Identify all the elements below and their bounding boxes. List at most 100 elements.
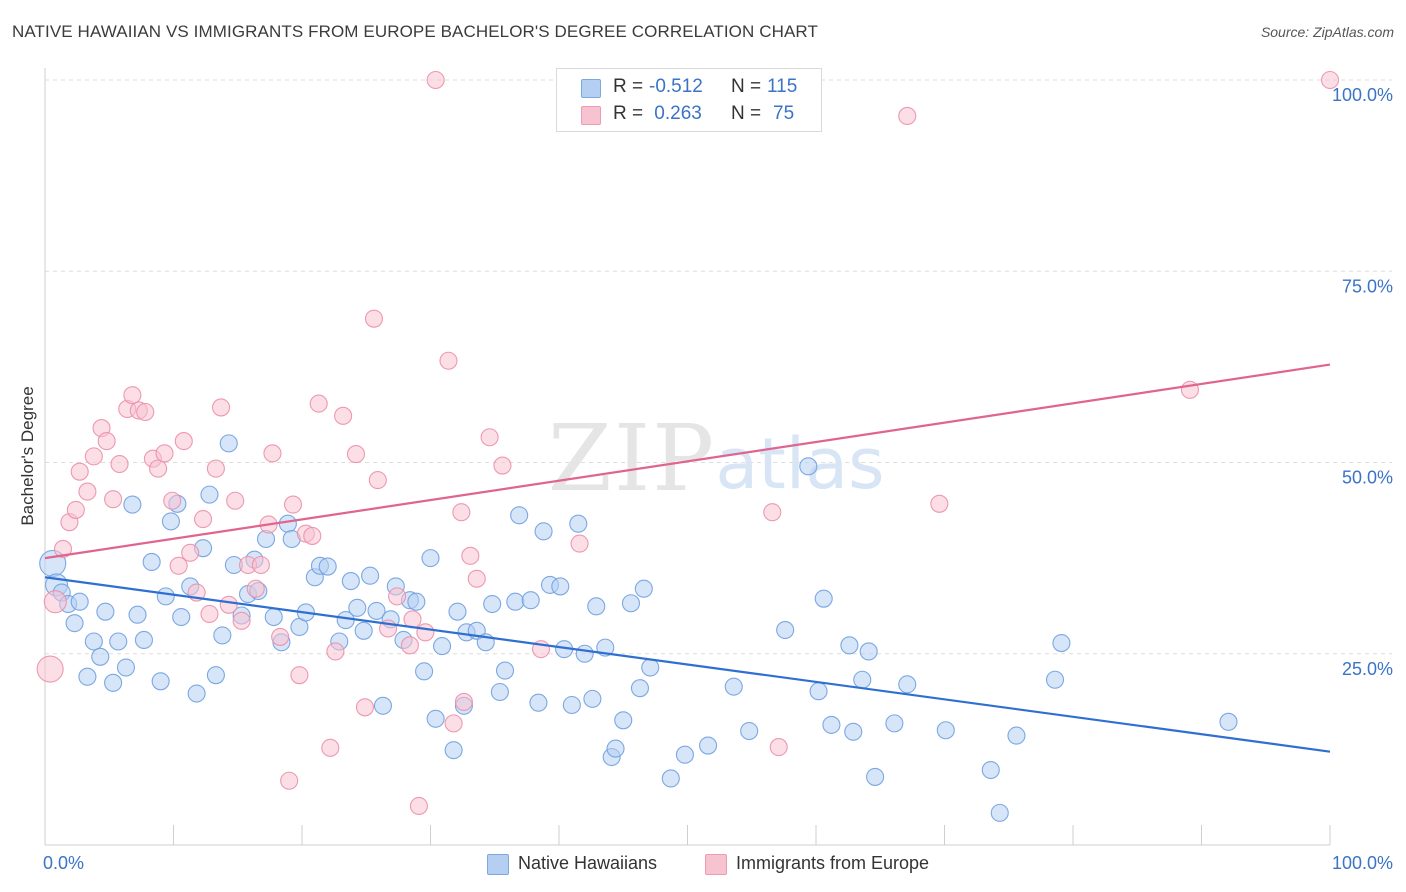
data-point [70,592,89,611]
data-point [433,637,452,656]
data-point [467,569,486,588]
data-point [426,70,445,90]
data-point [219,434,238,453]
data-point [551,577,570,596]
data-point [859,642,878,661]
data-point [361,566,380,585]
data-point [149,459,168,478]
data-point [78,482,97,501]
data-point [421,549,440,568]
data-point [898,675,917,694]
data-point [66,500,85,519]
x-tick-label: 100.0% [1332,853,1393,873]
watermark-zip: ZIP [548,405,716,512]
data-point [699,736,718,755]
data-point [226,491,245,510]
x-tick-label: 0.0% [43,853,84,873]
y-tick-label: 75.0% [1342,276,1393,296]
data-point [930,494,949,513]
y-tick-label: 50.0% [1342,468,1393,488]
data-point [263,444,282,463]
data-point [367,601,386,620]
data-point [123,495,142,514]
data-point [84,447,103,466]
trend-line [44,363,1331,560]
data-point [844,722,863,741]
legend-r-value: 0.263 [649,103,702,124]
data-point [840,636,859,655]
data-point [444,714,463,733]
data-point [799,457,818,476]
data-point [621,594,641,613]
data-point [303,526,322,545]
data-point [483,594,502,614]
data-point [219,595,238,614]
chart-title: NATIVE HAWAIIAN VS IMMIGRANTS FROM EUROP… [12,22,818,41]
data-point [290,666,309,685]
legend-n-label: N = [731,103,762,124]
data-point [661,769,680,788]
data-point [128,605,147,624]
data-point [364,309,384,328]
data-point [104,673,123,692]
data-point [134,630,153,650]
data-point [521,591,540,610]
data-point [776,620,795,640]
data-point [136,402,155,422]
data-point [213,626,232,645]
data-point [232,611,251,630]
data-point [373,696,393,715]
data-point [763,503,782,522]
data-point [510,506,529,525]
legend-n-value: 75 [773,103,795,124]
series-immigrants-from-europe [36,70,1340,816]
data-point [155,444,174,463]
data-point [169,556,188,575]
data-point [348,598,367,617]
data-point [211,398,231,417]
data-point [161,512,180,531]
watermark: ZIP atlas [548,405,885,512]
y-axis-label: Bachelor's Degree [18,386,37,525]
data-point [309,394,328,413]
data-point [96,602,115,621]
data-point [814,589,833,608]
data-point [898,106,917,126]
data-point [583,689,602,708]
legend-r-label: R = [613,76,644,97]
data-point [569,514,588,533]
data-point [97,432,116,451]
data-point [346,445,366,464]
data-point [853,670,872,689]
data-point [246,579,265,598]
data-point [1052,633,1071,653]
data-point [587,597,606,616]
data-point [444,741,463,760]
data-point [142,552,161,572]
legend-n-label: N = [731,76,762,97]
data-point [116,658,136,677]
source-label: Source: ZipAtlas.com [1260,24,1394,40]
data-point [575,644,594,663]
data-point [570,534,589,553]
data-point [426,709,445,728]
data-point [885,714,904,733]
data-point [36,655,64,683]
data-point [174,432,193,451]
data-point [264,607,283,627]
data-point [606,739,625,758]
data-point [278,514,297,533]
data-point [321,738,340,757]
data-point [109,632,128,651]
data-point [354,621,373,640]
data-point [454,692,473,711]
data-point [43,590,67,614]
data-point [91,647,110,666]
data-point [123,386,142,405]
legend-swatch-immigrants-from-europe [705,854,727,875]
data-point [936,721,955,740]
trend-line [44,576,1331,753]
data-point [181,543,200,562]
data-point [70,462,89,481]
